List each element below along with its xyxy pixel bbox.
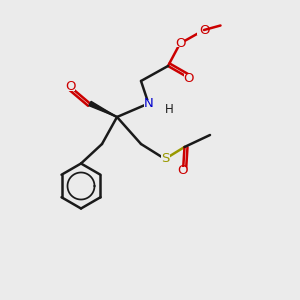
Text: O: O — [178, 164, 188, 178]
Bar — [184, 74, 194, 82]
Bar — [178, 167, 188, 175]
Bar — [196, 26, 211, 34]
Text: O: O — [184, 71, 194, 85]
Bar — [166, 106, 173, 113]
Bar — [66, 83, 75, 91]
Text: H: H — [165, 103, 174, 116]
Bar — [144, 100, 153, 107]
Bar — [176, 40, 184, 47]
Text: O: O — [65, 80, 76, 94]
Bar — [160, 155, 169, 163]
Text: O: O — [175, 37, 185, 50]
Text: O: O — [199, 23, 209, 37]
Text: N: N — [144, 97, 153, 110]
Text: S: S — [161, 152, 169, 166]
Polygon shape — [89, 101, 117, 117]
